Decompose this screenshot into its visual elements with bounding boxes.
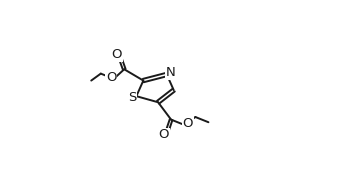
Text: O: O [183,117,193,130]
Text: N: N [166,66,176,79]
Text: O: O [159,128,169,141]
Text: O: O [106,71,117,85]
Text: O: O [112,48,122,61]
Text: S: S [128,91,137,104]
